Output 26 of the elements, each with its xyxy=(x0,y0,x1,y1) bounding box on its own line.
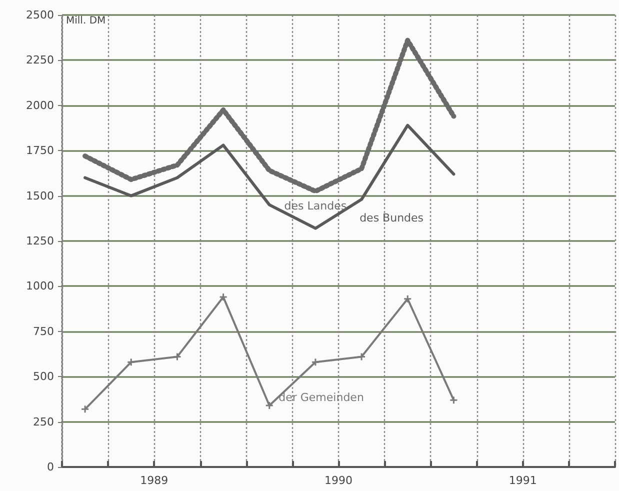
y-tick-label: 1500 xyxy=(26,189,54,202)
line-series xyxy=(84,124,456,230)
y-axis-title: Mill. DM xyxy=(66,16,106,26)
y-tick-label: 250 xyxy=(33,415,54,428)
series-label: der Gemeinden xyxy=(278,391,364,404)
y-tick-label: 1250 xyxy=(26,234,54,248)
point xyxy=(311,358,320,366)
y-tick-label: 750 xyxy=(33,324,54,338)
point xyxy=(265,401,274,410)
point xyxy=(172,352,182,361)
y-tick-label: 500 xyxy=(33,370,54,384)
series-label: des Landes xyxy=(284,199,347,212)
y-tick-label: 2250 xyxy=(26,54,54,67)
point xyxy=(219,292,228,302)
y-tick-label: 2000 xyxy=(26,98,54,112)
point xyxy=(357,352,366,361)
x-tick-label: 1990 xyxy=(324,474,352,487)
y-tick-label: 2500 xyxy=(26,8,54,22)
point xyxy=(403,294,412,304)
y-tick-label: 0 xyxy=(47,460,54,474)
y-tick-label: 1000 xyxy=(26,280,54,293)
series-label: des Bundes xyxy=(360,211,424,224)
y-tick-label: 1750 xyxy=(26,144,54,158)
x-tick-label: 1989 xyxy=(140,474,168,487)
point xyxy=(126,358,136,366)
x-tick-label: 1991 xyxy=(508,474,537,487)
